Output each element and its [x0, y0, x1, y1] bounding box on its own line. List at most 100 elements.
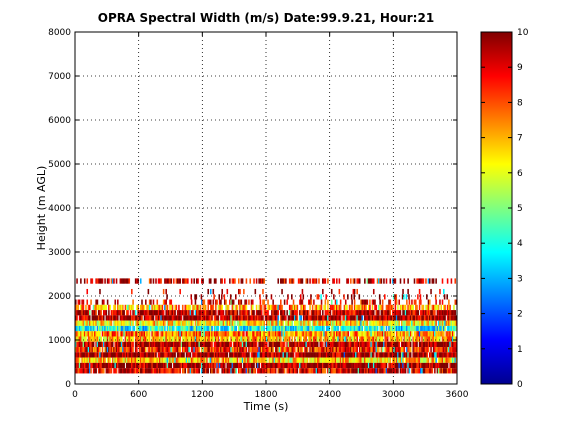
- heatmap-cell: [234, 347, 236, 353]
- heatmap-cell: [448, 310, 450, 316]
- heatmap-cell: [263, 368, 266, 374]
- heatmap-cell: [127, 341, 129, 348]
- heatmap-cell: [81, 315, 83, 321]
- heatmap-cell: [179, 320, 181, 326]
- heatmap-cell: [82, 352, 85, 358]
- heatmap-cell: [241, 315, 244, 321]
- heatmap-cell: [292, 315, 295, 321]
- heatmap-cell: [400, 362, 403, 369]
- heatmap-cell: [223, 336, 226, 342]
- heatmap-cell: [435, 336, 437, 342]
- heatmap-cell: [301, 310, 304, 316]
- heatmap-cell: [109, 352, 111, 358]
- heatmap-cell: [358, 368, 361, 374]
- heatmap-cell: [371, 310, 374, 316]
- heatmap-cell: [375, 320, 378, 326]
- heatmap-cell: [89, 304, 91, 311]
- heatmap-cell: [236, 336, 239, 342]
- heatmap-cell: [189, 357, 192, 363]
- heatmap-cell: [248, 362, 250, 369]
- heatmap-cell: [95, 331, 97, 337]
- heatmap-cell: [330, 325, 333, 332]
- heatmap-cell: [384, 347, 386, 353]
- heatmap-cell: [322, 352, 324, 358]
- heatmap-cell: [190, 325, 193, 332]
- heatmap-cell: [367, 315, 370, 321]
- heatmap-cell: [267, 304, 269, 311]
- heatmap-cell: [132, 341, 134, 348]
- heatmap-cell: [198, 315, 201, 321]
- heatmap-cell: [125, 325, 128, 332]
- heatmap-cell: [357, 331, 360, 337]
- heatmap-cell: [277, 341, 280, 348]
- heatmap-cell: [212, 331, 215, 337]
- heatmap-cell: [232, 304, 235, 311]
- heatmap-cell: [153, 357, 156, 363]
- heatmap-cell: [309, 304, 311, 311]
- heatmap-cell: [389, 352, 392, 358]
- heatmap-cell: [332, 325, 334, 332]
- heatmap-cell: [287, 331, 290, 337]
- heatmap-cell: [152, 315, 155, 321]
- heatmap-cell: [114, 352, 117, 358]
- heatmap-cell: [324, 320, 327, 326]
- heatmap-cell: [267, 336, 269, 342]
- heatmap-cell: [195, 315, 198, 321]
- heatmap-cell: [318, 278, 320, 284]
- heatmap-cell: [422, 304, 425, 311]
- heatmap-cell: [394, 310, 397, 316]
- heatmap-cell: [411, 304, 413, 311]
- heatmap-cell: [207, 352, 209, 358]
- heatmap-cell: [302, 310, 305, 316]
- heatmap-cell: [141, 357, 143, 363]
- heatmap-cell: [244, 347, 246, 353]
- heatmap-cell: [270, 294, 273, 300]
- heatmap-cell: [339, 357, 342, 363]
- heatmap-cell: [91, 336, 94, 342]
- heatmap-cell: [109, 320, 111, 326]
- heatmap-cell: [76, 368, 78, 374]
- heatmap-cell: [241, 368, 244, 374]
- heatmap-cell: [435, 325, 437, 332]
- heatmap-cells: [75, 278, 457, 374]
- heatmap-cell: [204, 331, 207, 337]
- heatmap-cell: [380, 341, 383, 348]
- heatmap-cell: [192, 331, 194, 337]
- heatmap-cell: [403, 331, 406, 337]
- heatmap-cell: [164, 278, 166, 284]
- heatmap-cell: [169, 347, 171, 353]
- heatmap-cell: [194, 320, 197, 326]
- heatmap-cell: [170, 368, 173, 374]
- heatmap-cell: [287, 347, 290, 353]
- heatmap-cell: [371, 341, 374, 348]
- heatmap-cell: [314, 315, 316, 321]
- heatmap-cell: [178, 325, 180, 332]
- heatmap-cell: [440, 331, 443, 337]
- heatmap-cell: [175, 315, 178, 321]
- heatmap-cell: [241, 336, 244, 342]
- heatmap-cell: [115, 278, 118, 284]
- heatmap-cell: [101, 357, 104, 363]
- heatmap-cell: [406, 362, 408, 369]
- heatmap-cell: [416, 320, 418, 326]
- heatmap-cell: [110, 336, 113, 342]
- heatmap-cell: [151, 320, 153, 326]
- heatmap-cell: [108, 336, 110, 342]
- heatmap-cell: [390, 331, 393, 337]
- heatmap-cell: [199, 320, 202, 326]
- heatmap-cell: [184, 357, 187, 363]
- heatmap-cell: [358, 315, 361, 321]
- heatmap-cell: [342, 341, 344, 348]
- heatmap-cell: [327, 336, 329, 342]
- heatmap-cell: [352, 352, 355, 358]
- heatmap-cell: [369, 278, 371, 284]
- heatmap-cell: [87, 357, 90, 363]
- heatmap-cell: [407, 331, 409, 337]
- heatmap-cell: [178, 304, 180, 311]
- heatmap-cell: [286, 368, 288, 374]
- heatmap-cell: [92, 325, 95, 332]
- heatmap-cell: [115, 331, 118, 337]
- heatmap-cell: [131, 357, 133, 363]
- heatmap-cell: [181, 368, 184, 374]
- heatmap-cell: [92, 362, 95, 369]
